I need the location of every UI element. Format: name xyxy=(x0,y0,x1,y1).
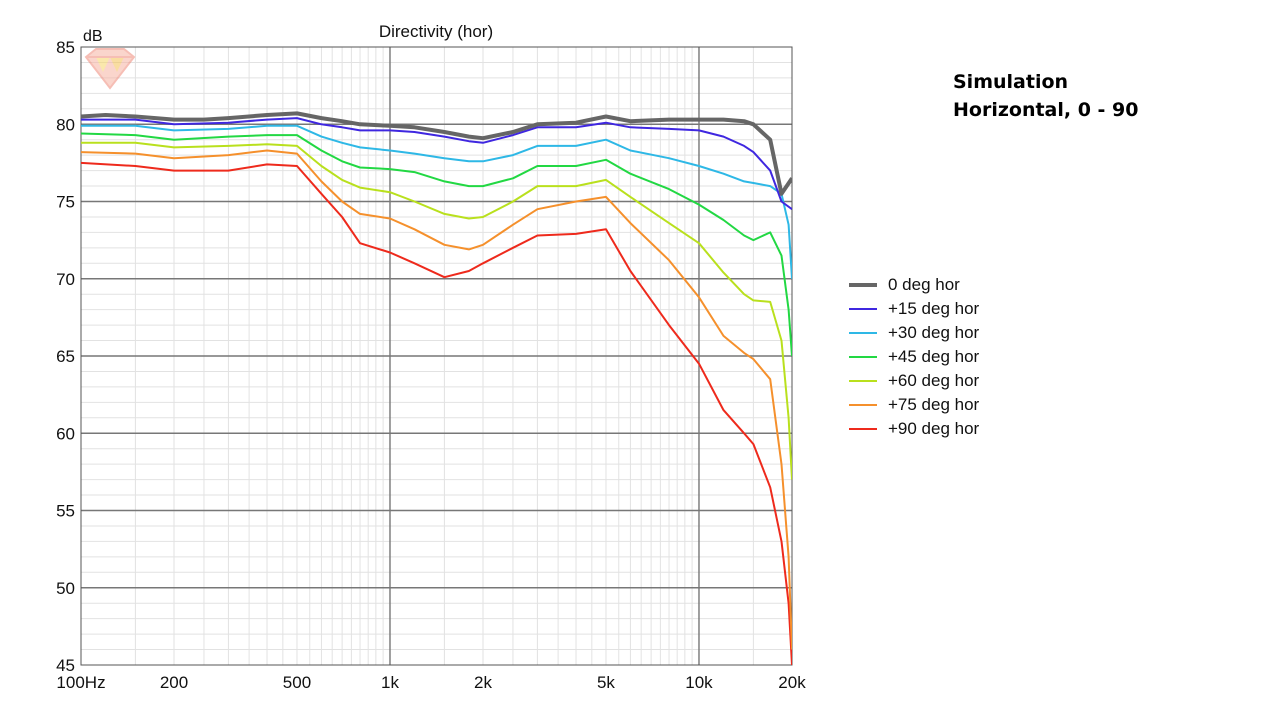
x-tick-label: 5k xyxy=(597,673,615,692)
legend-item-30-deg-hor: +30 deg hor xyxy=(849,321,979,345)
series-line-90-deg-hor xyxy=(81,161,792,665)
legend-item-75-deg-hor: +75 deg hor xyxy=(849,393,979,417)
y-tick-label: 50 xyxy=(56,579,75,598)
series-line-0-deg-hor xyxy=(81,111,792,196)
y-tick-label: 85 xyxy=(56,38,75,57)
y-axis-label: dB xyxy=(83,28,103,45)
series-line-60-deg-hor xyxy=(81,141,792,480)
legend-item-45-deg-hor: +45 deg hor xyxy=(849,345,979,369)
x-tick-label: 2k xyxy=(474,673,492,692)
x-tick-label: 10k xyxy=(685,673,713,692)
legend-label: +60 deg hor xyxy=(888,371,980,390)
series-line-30-deg-hor xyxy=(81,124,792,279)
legend-swatch xyxy=(849,428,877,430)
legend-label: +45 deg hor xyxy=(888,347,980,366)
legend-label: +30 deg hor xyxy=(888,323,980,342)
legend-swatch xyxy=(849,308,877,310)
x-tick-label: 100Hz xyxy=(56,673,105,692)
legend-item-90-deg-hor: +90 deg hor xyxy=(849,417,979,441)
y-tick-label: 65 xyxy=(56,347,75,366)
legend-swatch xyxy=(849,332,877,334)
legend-swatch xyxy=(849,283,877,287)
series-layer xyxy=(81,111,792,665)
y-tick-label: 55 xyxy=(56,502,75,521)
x-tick-label: 500 xyxy=(283,673,311,692)
y-tick-label: 75 xyxy=(56,193,75,212)
legend-label: +15 deg hor xyxy=(888,299,980,318)
legend-swatch xyxy=(849,356,877,358)
series-line-15-deg-hor xyxy=(81,117,792,211)
simulation-note: Simulation Horizontal, 0 - 90 xyxy=(953,68,1139,124)
y-tick-label: 60 xyxy=(56,424,75,443)
series-line-45-deg-hor xyxy=(81,132,792,357)
y-tick-label: 80 xyxy=(56,115,75,134)
x-tick-labels: 100Hz 200 500 1k 2k 5k 10k 20k xyxy=(56,673,806,692)
x-tick-label: 200 xyxy=(160,673,188,692)
note-line-2: Horizontal, 0 - 90 xyxy=(953,99,1139,121)
legend-item-60-deg-hor: +60 deg hor xyxy=(849,369,979,393)
x-tick-label: 1k xyxy=(381,673,399,692)
y-tick-labels: 85 80 75 70 65 60 55 50 45 xyxy=(56,38,75,675)
x-tick-label: 20k xyxy=(778,673,806,692)
y-tick-label: 70 xyxy=(56,270,75,289)
series-line-75-deg-hor xyxy=(81,149,792,650)
legend-swatch xyxy=(849,404,877,406)
legend-item-15-deg-hor: +15 deg hor xyxy=(849,297,979,321)
chart-legend: 0 deg hor +15 deg hor +30 deg hor +45 deg h… xyxy=(849,273,979,441)
note-line-1: Simulation xyxy=(953,71,1069,93)
y-tick-label: 45 xyxy=(56,656,75,675)
legend-label: +75 deg hor xyxy=(888,395,980,414)
diamond-logo-icon xyxy=(84,48,136,90)
legend-item-0-deg-hor: 0 deg hor xyxy=(849,273,979,297)
legend-swatch xyxy=(849,380,877,382)
legend-label: +90 deg hor xyxy=(888,419,980,438)
chart-title: Directivity (hor) xyxy=(379,22,493,41)
legend-label: 0 deg hor xyxy=(888,275,960,294)
